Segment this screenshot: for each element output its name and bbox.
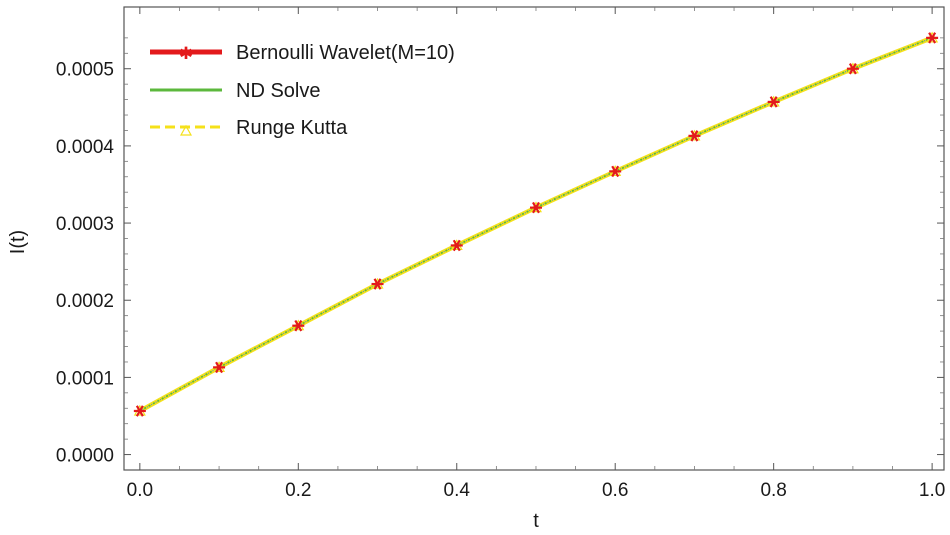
- x-axis-label: t: [533, 510, 539, 532]
- x-tick-label: 0.2: [285, 480, 311, 501]
- marker-layer: [133, 31, 939, 417]
- legend-label-ndsolve: ND Solve: [236, 80, 320, 102]
- bernoulli-marker: [846, 62, 859, 75]
- legend-marker-bernoulli: ✱: [179, 44, 193, 64]
- y-axis-label: I(t): [7, 230, 29, 254]
- legend-marker-rungekutta: [179, 124, 193, 136]
- x-tick-label: 0.8: [760, 480, 786, 501]
- bernoulli-marker: [688, 130, 701, 142]
- legend-label-bernoulli: Bernoulli Wavelet(M=10): [236, 42, 455, 64]
- x-tick-label: 0.0: [127, 480, 153, 501]
- bernoulli-marker: [609, 165, 622, 178]
- y-tick-label: 0.0000: [56, 446, 114, 467]
- bernoulli-marker: [767, 96, 780, 108]
- bernoulli-marker: [133, 405, 146, 417]
- x-tick-label: 1.0: [919, 480, 945, 501]
- y-axis-ticks: 0.0000 0.0001 0.0002 0.0003 0.0004 0.0005: [56, 37, 944, 467]
- legend: ✱ Bernoulli Wavelet(M=10) ND Solve Runge…: [150, 42, 455, 139]
- bernoulli-marker: [926, 32, 939, 44]
- bernoulli-marker: [529, 201, 542, 214]
- y-tick-label: 0.0005: [56, 60, 114, 81]
- bernoulli-marker: [292, 319, 305, 332]
- bernoulli-marker: [450, 239, 463, 252]
- y-tick-label: 0.0001: [56, 368, 114, 389]
- x-tick-label: 0.4: [444, 480, 471, 501]
- bernoulli-marker: [371, 278, 384, 290]
- y-tick-label: 0.0004: [56, 137, 115, 158]
- bernoulli-marker: [213, 361, 226, 374]
- y-tick-label: 0.0002: [56, 291, 114, 312]
- plot-frame: [123, 6, 945, 471]
- legend-label-rungekutta: Runge Kutta: [236, 117, 348, 139]
- y-tick-label: 0.0003: [56, 214, 114, 235]
- x-axis-ticks: 0.0 0.2 0.4 0.6 0.8 1.0: [127, 7, 945, 501]
- x-tick-label: 0.6: [602, 480, 628, 501]
